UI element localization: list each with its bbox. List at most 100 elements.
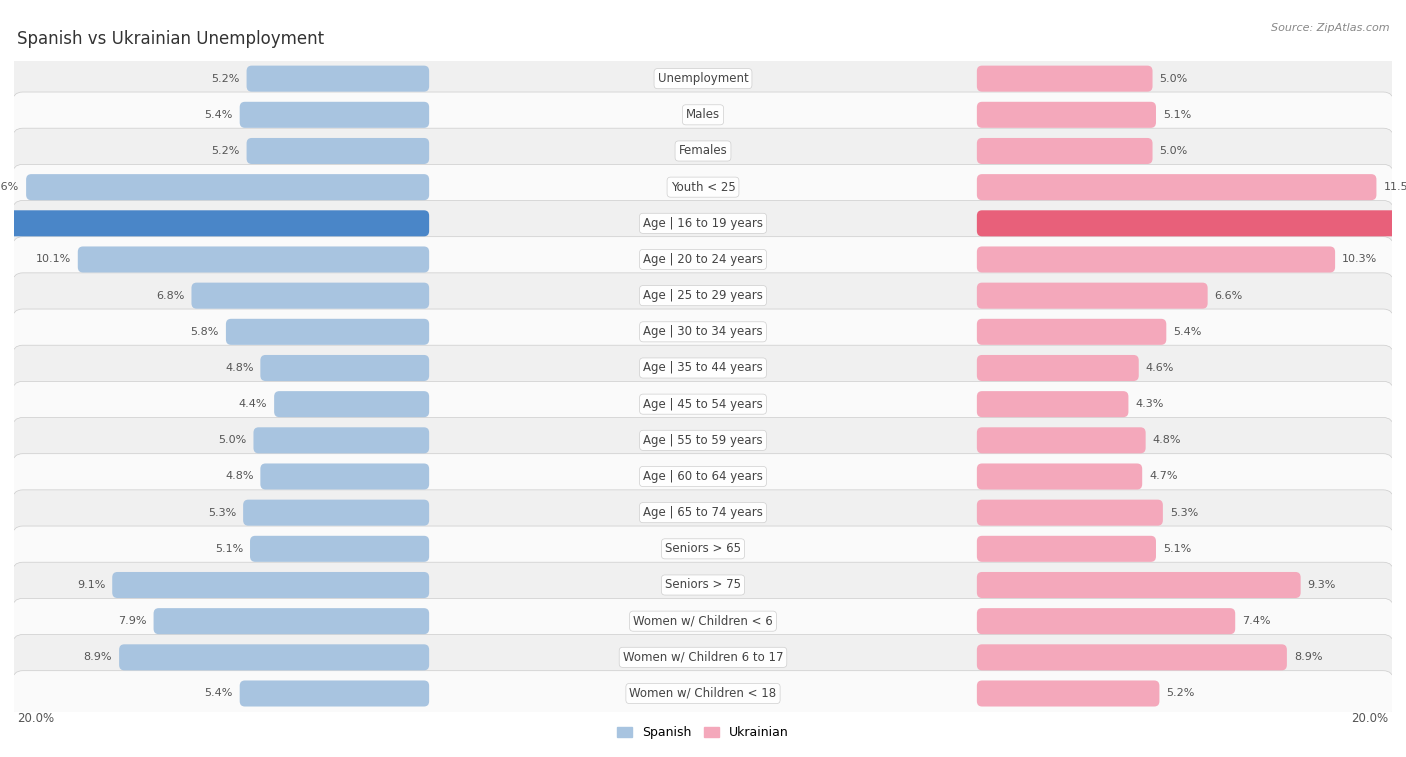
FancyBboxPatch shape — [977, 536, 1156, 562]
Text: 20.0%: 20.0% — [17, 712, 55, 724]
FancyBboxPatch shape — [13, 382, 1393, 427]
Text: Age | 30 to 34 years: Age | 30 to 34 years — [643, 326, 763, 338]
Text: Women w/ Children < 6: Women w/ Children < 6 — [633, 615, 773, 628]
FancyBboxPatch shape — [13, 237, 1393, 282]
FancyBboxPatch shape — [977, 319, 1167, 345]
Text: 5.0%: 5.0% — [1160, 73, 1188, 83]
Text: 10.3%: 10.3% — [1341, 254, 1378, 264]
FancyBboxPatch shape — [13, 164, 1393, 210]
FancyBboxPatch shape — [13, 273, 1393, 319]
FancyBboxPatch shape — [77, 247, 429, 273]
Text: 11.5%: 11.5% — [1384, 182, 1406, 192]
FancyBboxPatch shape — [260, 355, 429, 381]
Text: Age | 45 to 54 years: Age | 45 to 54 years — [643, 397, 763, 410]
FancyBboxPatch shape — [253, 427, 429, 453]
Text: 5.0%: 5.0% — [218, 435, 246, 445]
Text: 4.6%: 4.6% — [1146, 363, 1174, 373]
Text: Youth < 25: Youth < 25 — [671, 181, 735, 194]
FancyBboxPatch shape — [274, 391, 429, 417]
Text: 4.8%: 4.8% — [1153, 435, 1181, 445]
FancyBboxPatch shape — [977, 391, 1129, 417]
Text: 5.2%: 5.2% — [211, 146, 239, 156]
FancyBboxPatch shape — [250, 536, 429, 562]
Text: Females: Females — [679, 145, 727, 157]
Text: Age | 65 to 74 years: Age | 65 to 74 years — [643, 506, 763, 519]
FancyBboxPatch shape — [977, 282, 1208, 309]
FancyBboxPatch shape — [977, 463, 1142, 490]
FancyBboxPatch shape — [13, 562, 1393, 608]
FancyBboxPatch shape — [13, 634, 1393, 680]
Text: 4.8%: 4.8% — [225, 363, 253, 373]
Text: 5.8%: 5.8% — [191, 327, 219, 337]
FancyBboxPatch shape — [977, 427, 1146, 453]
FancyBboxPatch shape — [13, 56, 1393, 101]
Text: 5.4%: 5.4% — [204, 110, 233, 120]
FancyBboxPatch shape — [243, 500, 429, 525]
Text: 5.1%: 5.1% — [215, 544, 243, 554]
Text: Women w/ Children < 18: Women w/ Children < 18 — [630, 687, 776, 700]
FancyBboxPatch shape — [977, 681, 1160, 706]
FancyBboxPatch shape — [977, 608, 1236, 634]
FancyBboxPatch shape — [977, 247, 1336, 273]
FancyBboxPatch shape — [260, 463, 429, 490]
Text: 5.1%: 5.1% — [1163, 110, 1191, 120]
Text: 5.2%: 5.2% — [1167, 689, 1195, 699]
FancyBboxPatch shape — [977, 644, 1286, 671]
FancyBboxPatch shape — [27, 174, 429, 200]
FancyBboxPatch shape — [13, 345, 1393, 391]
FancyBboxPatch shape — [13, 201, 1393, 246]
FancyBboxPatch shape — [239, 681, 429, 706]
Text: 4.3%: 4.3% — [1135, 399, 1164, 409]
Text: 4.7%: 4.7% — [1149, 472, 1178, 481]
FancyBboxPatch shape — [977, 572, 1301, 598]
FancyBboxPatch shape — [977, 101, 1156, 128]
Text: 5.4%: 5.4% — [1173, 327, 1202, 337]
FancyBboxPatch shape — [239, 101, 429, 128]
Text: 8.9%: 8.9% — [84, 653, 112, 662]
Legend: Spanish, Ukrainian: Spanish, Ukrainian — [612, 721, 794, 744]
Text: Women w/ Children 6 to 17: Women w/ Children 6 to 17 — [623, 651, 783, 664]
Text: 9.1%: 9.1% — [77, 580, 105, 590]
FancyBboxPatch shape — [977, 210, 1406, 236]
FancyBboxPatch shape — [13, 526, 1393, 572]
Text: 11.6%: 11.6% — [0, 182, 20, 192]
FancyBboxPatch shape — [13, 92, 1393, 138]
Text: 5.2%: 5.2% — [211, 73, 239, 83]
FancyBboxPatch shape — [977, 66, 1153, 92]
FancyBboxPatch shape — [120, 644, 429, 671]
Text: Seniors > 65: Seniors > 65 — [665, 542, 741, 556]
FancyBboxPatch shape — [13, 453, 1393, 500]
FancyBboxPatch shape — [246, 138, 429, 164]
Text: 4.4%: 4.4% — [239, 399, 267, 409]
Text: 9.3%: 9.3% — [1308, 580, 1336, 590]
Text: Seniors > 75: Seniors > 75 — [665, 578, 741, 591]
Text: Age | 60 to 64 years: Age | 60 to 64 years — [643, 470, 763, 483]
FancyBboxPatch shape — [13, 309, 1393, 354]
Text: 7.4%: 7.4% — [1241, 616, 1271, 626]
FancyBboxPatch shape — [977, 500, 1163, 525]
Text: 5.3%: 5.3% — [1170, 508, 1198, 518]
Text: Age | 20 to 24 years: Age | 20 to 24 years — [643, 253, 763, 266]
FancyBboxPatch shape — [977, 174, 1376, 200]
Text: 5.1%: 5.1% — [1163, 544, 1191, 554]
FancyBboxPatch shape — [13, 671, 1393, 716]
Text: Age | 55 to 59 years: Age | 55 to 59 years — [643, 434, 763, 447]
Text: Spanish vs Ukrainian Unemployment: Spanish vs Ukrainian Unemployment — [17, 30, 323, 48]
Text: Males: Males — [686, 108, 720, 121]
Text: 5.0%: 5.0% — [1160, 146, 1188, 156]
FancyBboxPatch shape — [0, 210, 429, 236]
Text: 10.1%: 10.1% — [35, 254, 70, 264]
FancyBboxPatch shape — [226, 319, 429, 345]
Text: 7.9%: 7.9% — [118, 616, 146, 626]
FancyBboxPatch shape — [13, 418, 1393, 463]
Text: 20.0%: 20.0% — [1351, 712, 1389, 724]
Text: Age | 25 to 29 years: Age | 25 to 29 years — [643, 289, 763, 302]
Text: Source: ZipAtlas.com: Source: ZipAtlas.com — [1271, 23, 1389, 33]
FancyBboxPatch shape — [153, 608, 429, 634]
Text: 4.8%: 4.8% — [225, 472, 253, 481]
FancyBboxPatch shape — [246, 66, 429, 92]
FancyBboxPatch shape — [191, 282, 429, 309]
FancyBboxPatch shape — [977, 355, 1139, 381]
Text: Unemployment: Unemployment — [658, 72, 748, 85]
Text: 6.6%: 6.6% — [1215, 291, 1243, 301]
